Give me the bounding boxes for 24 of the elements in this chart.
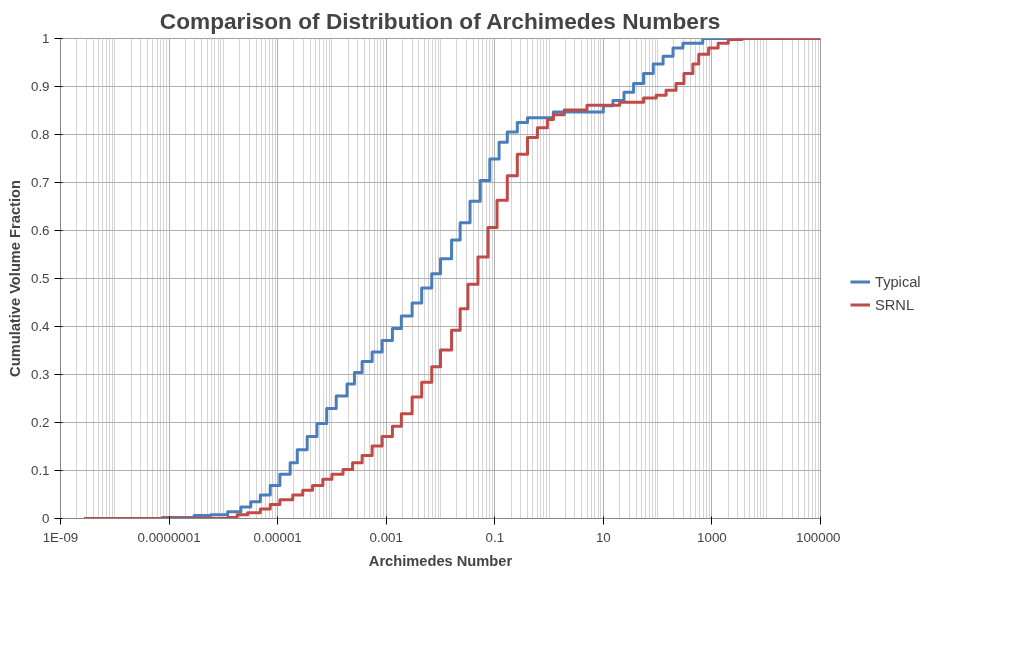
y-tick-label: 0.7 (30, 175, 50, 190)
y-tick-label: 0.9 (30, 79, 50, 94)
y-tick-label: 0.4 (30, 319, 51, 334)
legend-label: SRNL (875, 296, 915, 312)
x-tick-label: 100000 (796, 529, 841, 545)
y-tick-label: 0.5 (30, 271, 50, 286)
x-tick-label: 10 (595, 529, 611, 545)
y-tick-label: 0 (42, 511, 50, 526)
x-axis-title: Archimedes Number (368, 552, 513, 569)
y-tick-label: 0.8 (30, 127, 50, 142)
y-axis-title: Cumulative Volume Fraction (6, 180, 23, 377)
y-tick-label: 0.2 (30, 415, 50, 430)
y-tick-label: 1 (42, 31, 50, 46)
chart-title: Comparison of Distribution of Archimedes Numbers (159, 7, 721, 34)
x-tick-label: 1E-09 (42, 529, 79, 545)
x-tick-label: 0.0000001 (137, 529, 201, 545)
y-tick-label: 0.6 (30, 223, 50, 238)
x-tick-label: 0.1 (485, 529, 505, 545)
legend-label: Typical (875, 273, 921, 289)
x-tick-label: 0.001 (369, 529, 403, 545)
x-tick-label: 0.00001 (253, 529, 302, 545)
y-tick-label: 0.1 (30, 463, 50, 478)
y-tick-label: 0.3 (30, 367, 50, 382)
x-tick-label: 1000 (697, 529, 727, 545)
